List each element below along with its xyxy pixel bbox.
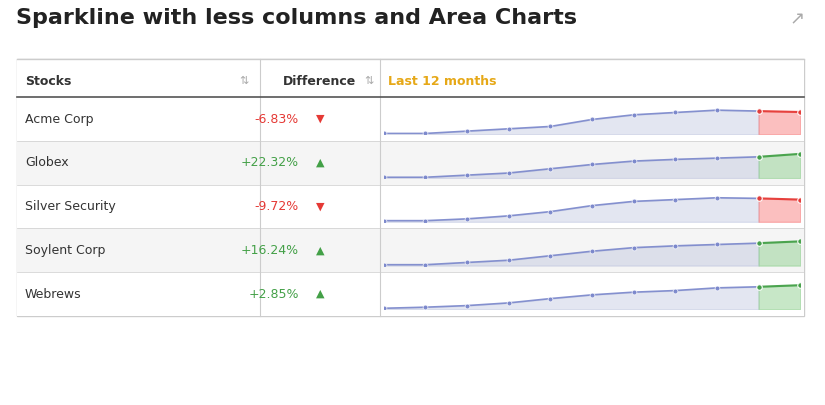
Point: [460, 303, 474, 309]
Point: [419, 130, 432, 136]
Text: ▼: ▼: [315, 202, 324, 211]
Point: [668, 287, 681, 294]
Text: ⇅: ⇅: [365, 76, 374, 86]
Text: Silver Security: Silver Security: [25, 200, 116, 213]
Text: +16.24%: +16.24%: [241, 244, 299, 257]
Point: [710, 155, 724, 161]
Point: [752, 153, 766, 160]
Point: [544, 123, 557, 130]
Point: [377, 217, 390, 224]
Point: [752, 284, 766, 290]
Point: [752, 284, 766, 290]
Point: [668, 109, 681, 116]
Point: [710, 285, 724, 291]
Point: [377, 305, 390, 311]
Point: [752, 195, 766, 202]
Point: [710, 194, 724, 201]
Point: [377, 174, 390, 181]
Point: [627, 244, 640, 251]
Text: Acme Corp: Acme Corp: [25, 113, 93, 126]
Text: ▼: ▼: [315, 114, 324, 124]
Point: [710, 241, 724, 248]
Point: [794, 151, 807, 157]
Text: Webrews: Webrews: [25, 288, 82, 301]
Point: [668, 243, 681, 249]
Text: -9.72%: -9.72%: [255, 200, 299, 213]
Text: ▲: ▲: [315, 289, 324, 299]
Bar: [16, 141, 804, 185]
Point: [752, 240, 766, 246]
Point: [544, 166, 557, 172]
Point: [377, 262, 390, 268]
Point: [586, 161, 599, 168]
Point: [627, 158, 640, 164]
Bar: [16, 272, 804, 316]
Point: [502, 300, 515, 306]
Point: [460, 172, 474, 178]
Point: [419, 174, 432, 181]
Point: [586, 292, 599, 298]
Point: [752, 108, 766, 114]
Point: [460, 215, 474, 222]
Point: [419, 217, 432, 224]
Text: ↗: ↗: [790, 11, 804, 28]
Bar: [16, 97, 804, 141]
Text: +2.85%: +2.85%: [248, 288, 299, 301]
Point: [502, 170, 515, 176]
Point: [377, 130, 390, 136]
Text: Stocks: Stocks: [25, 75, 71, 87]
Text: +22.32%: +22.32%: [241, 156, 299, 169]
Point: [544, 252, 557, 259]
Point: [752, 240, 766, 246]
Point: [544, 209, 557, 215]
Text: ▲: ▲: [315, 158, 324, 168]
Text: ⇅: ⇅: [239, 76, 248, 86]
Point: [502, 213, 515, 219]
Text: Soylent Corp: Soylent Corp: [25, 244, 105, 257]
Point: [794, 109, 807, 115]
Text: Sparkline with less columns and Area Charts: Sparkline with less columns and Area Cha…: [16, 9, 578, 28]
Point: [586, 116, 599, 123]
Point: [794, 282, 807, 288]
Point: [627, 111, 640, 118]
Point: [710, 107, 724, 113]
Text: Difference: Difference: [283, 75, 356, 87]
Bar: [16, 185, 804, 228]
Point: [752, 108, 766, 114]
Bar: [16, 59, 804, 97]
Point: [752, 195, 766, 202]
Point: [627, 289, 640, 295]
Point: [586, 202, 599, 209]
Bar: [16, 228, 804, 272]
Text: -6.83%: -6.83%: [255, 113, 299, 126]
Point: [460, 128, 474, 134]
Text: Last 12 months: Last 12 months: [388, 75, 497, 87]
Point: [419, 262, 432, 268]
Point: [544, 295, 557, 302]
Point: [460, 259, 474, 266]
Point: [419, 304, 432, 310]
Text: ▲: ▲: [315, 245, 324, 255]
Point: [627, 198, 640, 205]
Point: [794, 196, 807, 203]
Point: [794, 238, 807, 245]
Point: [668, 196, 681, 203]
Point: [668, 156, 681, 163]
Text: Globex: Globex: [25, 156, 68, 169]
Point: [502, 126, 515, 132]
Point: [586, 248, 599, 254]
Point: [752, 153, 766, 160]
Point: [502, 257, 515, 263]
